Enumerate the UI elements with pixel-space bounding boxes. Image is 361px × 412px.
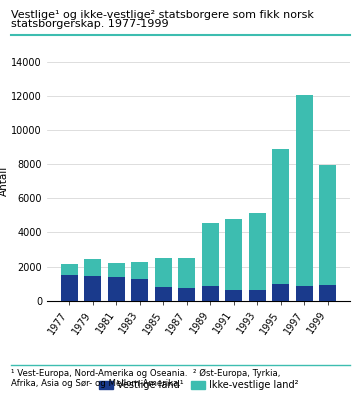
Bar <box>84 276 101 301</box>
Bar <box>249 290 266 301</box>
Bar <box>225 219 242 290</box>
Bar <box>202 223 219 286</box>
Bar <box>155 287 172 301</box>
Bar <box>296 286 313 301</box>
Bar <box>273 149 290 284</box>
Y-axis label: Antall: Antall <box>0 166 9 197</box>
Text: Vestlige¹ og ikke-vestlige² statsborgere som fikk norsk: Vestlige¹ og ikke-vestlige² statsborgere… <box>11 10 314 20</box>
Legend: Vestlige land¹, Ikke-vestlige land²: Vestlige land¹, Ikke-vestlige land² <box>96 377 301 393</box>
Bar <box>225 290 242 301</box>
Bar <box>319 165 336 285</box>
Text: statsborgerskap. 1977-1999: statsborgerskap. 1977-1999 <box>11 19 169 28</box>
Bar <box>108 277 125 301</box>
Bar <box>61 264 78 275</box>
Bar <box>319 285 336 301</box>
Bar <box>155 258 172 287</box>
Bar <box>202 286 219 301</box>
Bar <box>273 284 290 301</box>
Bar <box>178 288 195 301</box>
Bar <box>61 275 78 301</box>
Bar <box>296 95 313 286</box>
Bar <box>249 213 266 290</box>
Bar <box>178 258 195 288</box>
Bar <box>108 263 125 277</box>
Text: ¹ Vest-Europa, Nord-Amerika og Oseania.  ² Øst-Europa, Tyrkia,
Afrika, Asia og S: ¹ Vest-Europa, Nord-Amerika og Oseania. … <box>11 369 280 388</box>
Bar <box>84 259 101 276</box>
Bar <box>131 279 148 301</box>
Bar <box>131 262 148 279</box>
